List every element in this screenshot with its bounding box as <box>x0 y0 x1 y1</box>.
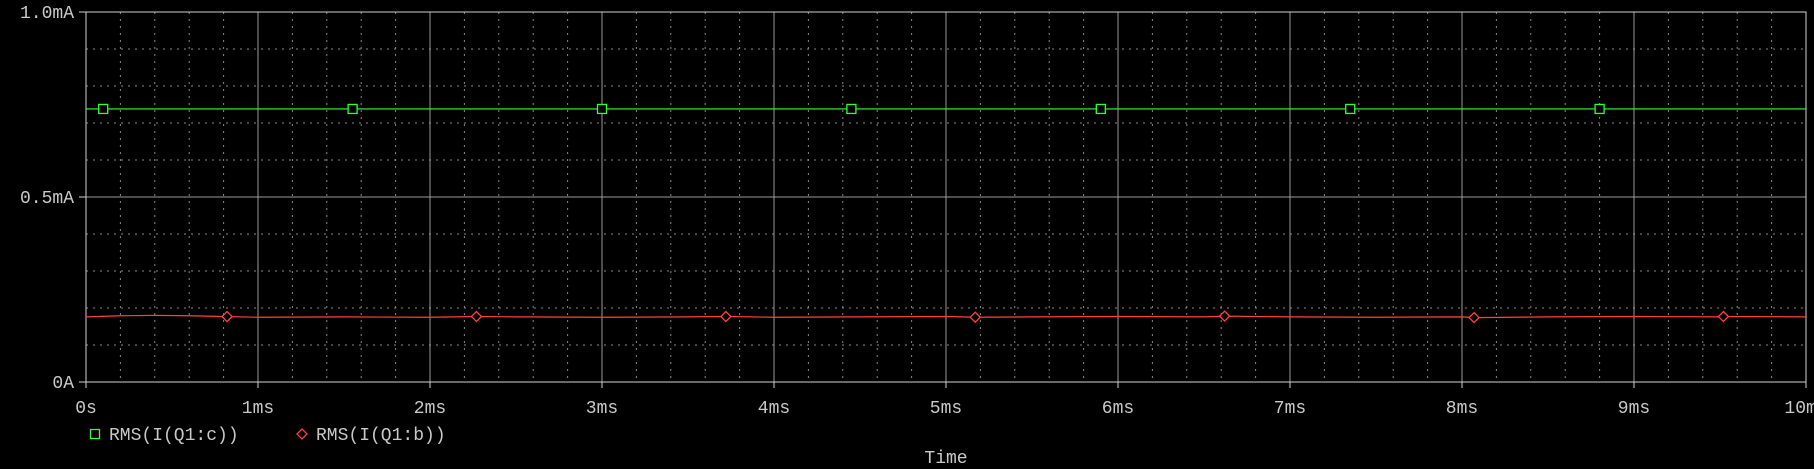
series-point-square <box>847 104 856 113</box>
series-point-diamond <box>1469 313 1479 323</box>
x-tick-label: 9ms <box>1618 399 1650 419</box>
y-tick-label: 0.5mA <box>20 189 74 209</box>
legend-marker-diamond <box>297 429 307 439</box>
series-point-diamond <box>1220 311 1230 321</box>
series-point-square <box>1096 104 1105 113</box>
x-tick-label: 10ms <box>1784 399 1814 419</box>
series-point-diamond <box>471 312 481 322</box>
x-tick-label: 8ms <box>1446 399 1478 419</box>
series-point-square <box>99 104 108 113</box>
x-tick-label: 3ms <box>586 399 618 419</box>
grid-major <box>79 12 1806 388</box>
x-tick-label: 2ms <box>414 399 446 419</box>
x-tick-labels: 0s 1ms 2ms 3ms 4ms 5ms 6ms 7ms 8ms 9ms 10ms <box>75 399 1814 419</box>
series-point-square <box>348 104 357 113</box>
x-tick-label: 5ms <box>930 399 962 419</box>
legend: RMS(I(Q1:c)) RMS(I(Q1:b)) <box>91 426 446 446</box>
x-axis-label: Time <box>924 449 967 469</box>
x-tick-label: 1ms <box>242 399 274 419</box>
series-point-diamond <box>1718 312 1728 322</box>
x-tick-label: 4ms <box>758 399 790 419</box>
y-tick-label: 1.0mA <box>20 4 74 24</box>
y-tick-label: 0A <box>52 374 74 394</box>
series-point-square <box>1595 104 1604 113</box>
legend-marker-square <box>91 430 100 439</box>
x-tick-label: 0s <box>75 399 97 419</box>
series-point-diamond <box>970 312 980 322</box>
series-point-square <box>1346 104 1355 113</box>
x-tick-label: 6ms <box>1102 399 1134 419</box>
x-tick-label: 7ms <box>1274 399 1306 419</box>
legend-entry: RMS(I(Q1:b)) <box>316 426 446 446</box>
series-point-square <box>598 104 607 113</box>
series-point-diamond <box>721 312 731 322</box>
legend-entry: RMS(I(Q1:c)) <box>109 426 239 446</box>
y-tick-labels: 0A 0.5mA 1.0mA <box>20 4 74 394</box>
